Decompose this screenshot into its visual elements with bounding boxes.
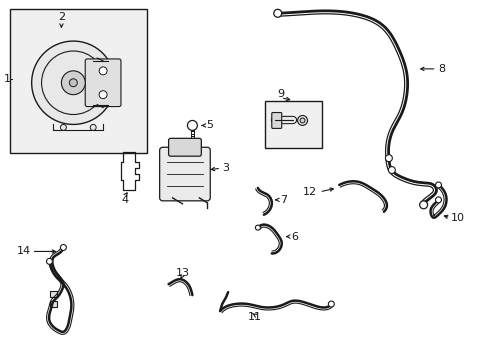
Text: 10: 10 [449,213,464,223]
Circle shape [41,51,105,114]
Circle shape [385,155,391,162]
Text: 14: 14 [17,247,31,256]
Text: 12: 12 [303,187,317,197]
Bar [264,100,322,148]
Text: 8: 8 [438,64,445,74]
Circle shape [297,116,307,125]
Circle shape [99,67,107,75]
Circle shape [255,225,260,230]
Circle shape [69,79,77,87]
Circle shape [273,9,281,17]
Circle shape [61,71,85,95]
Circle shape [435,182,441,188]
Circle shape [32,41,115,125]
FancyBboxPatch shape [168,138,201,156]
Text: 2: 2 [58,12,65,22]
Text: 13: 13 [175,268,189,278]
Bar [49,291,57,297]
Circle shape [61,244,66,251]
Circle shape [419,201,427,209]
Circle shape [435,197,441,203]
Circle shape [327,301,334,307]
Text: 6: 6 [291,231,298,242]
Bar [10,9,146,153]
Text: 11: 11 [247,312,262,322]
FancyBboxPatch shape [271,113,281,129]
Circle shape [300,118,305,123]
Text: 9: 9 [277,89,284,99]
Circle shape [99,91,107,99]
Circle shape [90,125,96,130]
FancyBboxPatch shape [85,59,121,107]
Circle shape [387,167,394,174]
Text: 5: 5 [206,121,213,130]
Text: 4: 4 [121,195,128,205]
Circle shape [61,125,66,130]
FancyBboxPatch shape [160,147,210,201]
Text: 3: 3 [222,163,229,173]
Circle shape [187,121,197,130]
Text: 1: 1 [4,74,11,84]
Circle shape [46,258,52,264]
Text: 7: 7 [279,195,286,205]
Bar [49,301,57,307]
